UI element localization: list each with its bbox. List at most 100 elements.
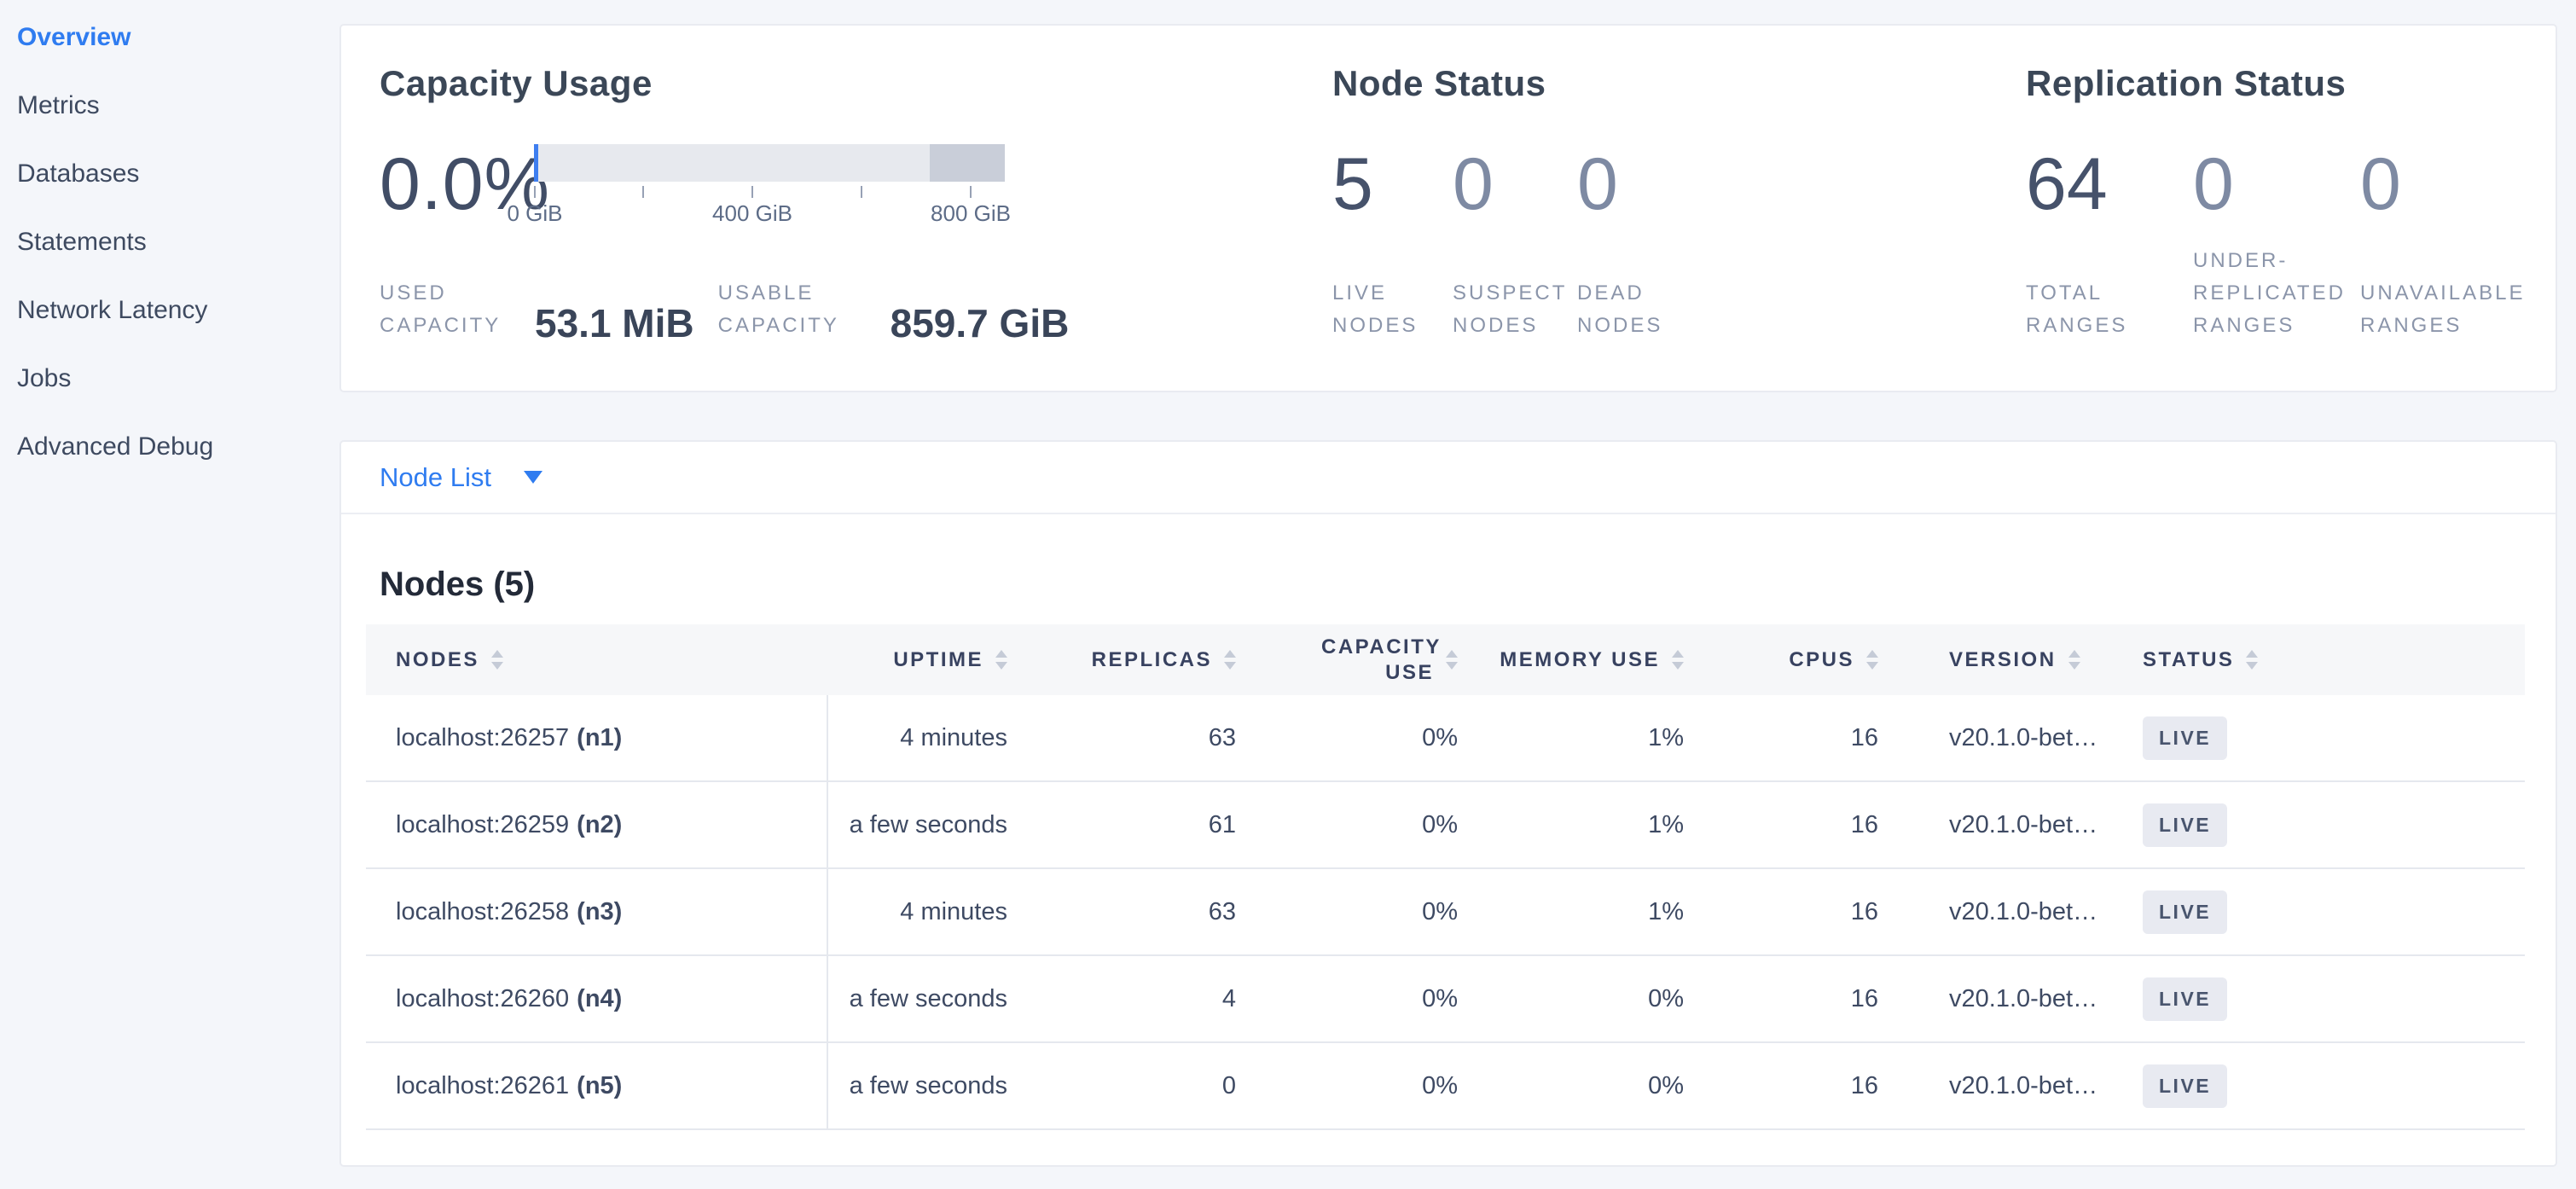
capacity-bar-used-segment [534,144,538,182]
node-address-link[interactable]: localhost:26257 (n1) [396,723,623,751]
node-list-dropdown[interactable]: Node List [341,442,2556,514]
node-address-link[interactable]: localhost:26259 (n2) [396,810,623,838]
node-address-link[interactable]: localhost:26258 (n3) [396,897,623,925]
suspect-nodes-stat: 0 SUSPECT NODES [1453,138,1577,342]
status-badge: LIVE [2143,716,2228,760]
nodes-table: NODES UPTIME REPLICAS CAPACITY USE [366,624,2525,1130]
capacity-bar: 0 GiB 400 GiB 800 GiB [507,144,1011,226]
sort-icon [1866,650,1878,670]
axis-tick [970,186,972,198]
status-badge: LIVE [2143,1064,2228,1108]
uptime-cell: 4 minutes [900,723,1007,751]
axis-tick [642,186,644,198]
memory-use-cell: 0% [1648,984,1684,1012]
node-list-dropdown-label: Node List [380,461,491,492]
unavailable-ranges-value: 0 [2360,143,2401,225]
cpus-cell: 16 [1850,810,1878,838]
sort-icon [1672,650,1684,670]
column-header-replicas[interactable]: REPLICAS [1037,624,1266,695]
version-cell: v20.1.0-bet… [1949,723,2098,751]
dead-nodes-stat: 0 DEAD NODES [1577,138,1702,342]
memory-use-cell: 0% [1648,1071,1684,1099]
cluster-summary-card: Capacity Usage 0.0% [339,24,2557,392]
caret-down-icon [523,471,542,484]
capacity-bar-axis: 0 GiB 400 GiB 800 GiB [507,199,1010,226]
sidebar-item-advanced-debug[interactable]: Advanced Debug [17,432,214,461]
status-badge: LIVE [2143,977,2228,1021]
capacity-bar-track [534,144,1005,182]
dead-nodes-label: DEAD NODES [1577,281,1663,337]
sidebar-item-databases[interactable]: Databases [17,160,140,188]
replication-status-section: Replication Status 64 TOTAL RANGES 0 UND… [2026,63,2527,391]
node-address-link[interactable]: localhost:26260 (n4) [396,984,623,1012]
capacity-use-cell: 0% [1422,1071,1458,1099]
capacity-use-cell: 0% [1422,984,1458,1012]
used-capacity-value: 53.1 MiB [535,301,694,345]
total-ranges-label: TOTAL RANGES [2026,281,2128,337]
capacity-stats-row: USED CAPACITY 53.1 MiB USABLE CAPACITY 8… [380,277,1332,345]
axis-tick [534,186,536,198]
sidebar-item-network-latency[interactable]: Network Latency [17,296,208,324]
nodes-card: Node List Nodes (5) NODES UPTIME [339,440,2557,1167]
replicas-cell: 63 [1208,897,1236,925]
column-header-cpus[interactable]: CPUS [1714,624,1908,695]
uptime-cell: 4 minutes [900,897,1007,925]
column-header-memory-use[interactable]: MEMORY USE [1488,624,1714,695]
sidebar-item-overview[interactable]: Overview [17,23,131,51]
capacity-usage-section: Capacity Usage 0.0% [380,63,1332,391]
suspect-nodes-label: SUSPECT NODES [1453,281,1567,337]
version-cell: v20.1.0-bet… [1949,810,2098,838]
node-address-link[interactable]: localhost:26261 (n5) [396,1071,623,1099]
memory-use-cell: 1% [1648,897,1684,925]
usable-capacity-label: USABLE CAPACITY [717,281,839,337]
sort-icon [2246,650,2259,670]
node-status-title: Node Status [1332,63,1546,103]
axis-label: 0 GiB [507,200,563,226]
version-cell: v20.1.0-bet… [1949,984,2098,1012]
total-ranges-stat: 64 TOTAL RANGES [2026,138,2193,342]
version-cell: v20.1.0-bet… [1949,897,2098,925]
status-cell: LIVE [2117,869,2525,954]
capacity-bar-reserved-segment [929,144,1005,182]
nodes-table-section: Nodes (5) NODES UPTIME REPLICAS [341,566,2556,1130]
node-cell: localhost:26260 (n4) [366,956,828,1041]
column-header-status[interactable]: STATUS [2117,624,2525,695]
sort-icon [1224,650,1236,670]
usable-capacity-value: 859.7 GiB [890,301,1070,345]
capacity-usage-title: Capacity Usage [380,63,653,103]
sidebar-item-statements[interactable]: Statements [17,228,147,256]
status-cell: LIVE [2117,695,2525,780]
column-header-version[interactable]: VERSION [1908,624,2117,695]
node-cell: localhost:26258 (n3) [366,869,828,954]
unavailable-ranges-stat: 0 UNAVAILABLE RANGES [2360,138,2527,342]
under-replicated-ranges-stat: 0 UNDER-REPLICATED RANGES [2193,138,2360,342]
column-header-nodes[interactable]: NODES [366,624,828,695]
status-cell: LIVE [2117,956,2525,1041]
table-row: localhost:26257 (n1) 4 minutes 63 0% 1% 1… [366,695,2525,782]
live-nodes-stat: 5 LIVE NODES [1332,138,1453,342]
uptime-cell: a few seconds [849,1071,1007,1099]
under-replicated-ranges-value: 0 [2193,143,2234,225]
column-header-uptime[interactable]: UPTIME [828,624,1037,695]
capacity-bar-ticks [534,182,1005,199]
axis-label: 400 GiB [712,200,792,226]
sidebar-item-jobs[interactable]: Jobs [17,364,72,392]
status-cell: LIVE [2117,782,2525,867]
axis-tick [751,186,753,198]
status-badge: LIVE [2143,803,2228,847]
table-row: localhost:26261 (n5) a few seconds 0 0% 0… [366,1043,2525,1130]
sort-icon [2068,650,2080,670]
table-row: localhost:26259 (n2) a few seconds 61 0% … [366,782,2525,869]
sidebar-item-metrics[interactable]: Metrics [17,91,100,119]
version-cell: v20.1.0-bet… [1949,1071,2098,1099]
nodes-section-title: Nodes (5) [380,566,536,603]
cpus-cell: 16 [1850,897,1878,925]
replicas-cell: 61 [1208,810,1236,838]
nodes-table-header: NODES UPTIME REPLICAS CAPACITY USE [366,624,2525,695]
status-badge: LIVE [2143,890,2228,934]
column-header-capacity-use[interactable]: CAPACITY USE [1266,624,1488,695]
suspect-nodes-value: 0 [1453,143,1494,225]
capacity-percent: 0.0% [380,142,551,225]
replication-stats: 64 TOTAL RANGES 0 UNDER-REPLICATED RANGE… [2026,138,2527,342]
